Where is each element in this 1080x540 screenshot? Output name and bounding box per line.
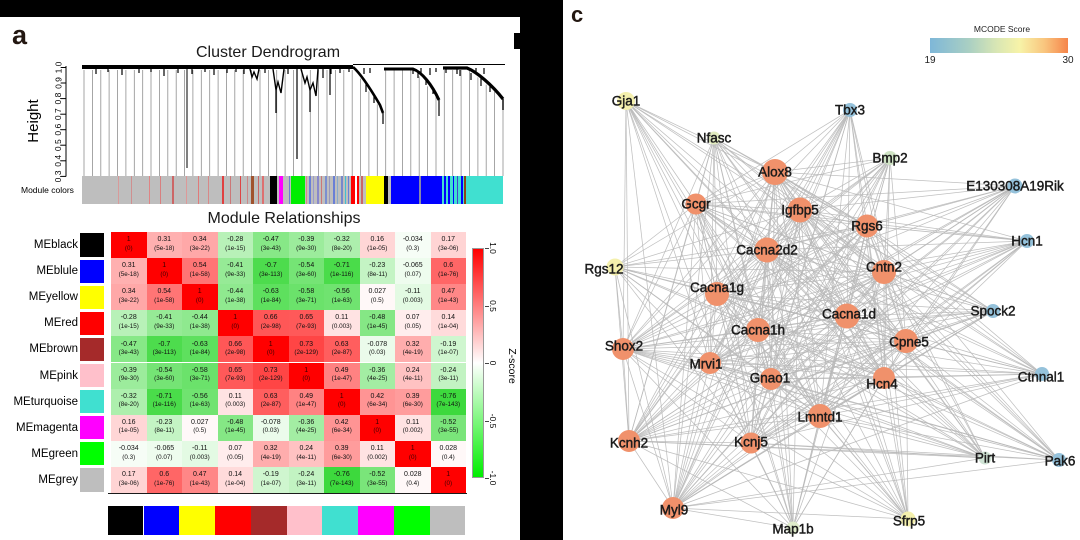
svg-text:Gcgr: Gcgr [681,197,711,212]
svg-text:Spock2: Spock2 [970,304,1015,319]
svg-text:0.4: 0.4 [53,155,63,167]
svg-text:0.8: 0.8 [53,92,63,104]
svg-text:Cacna1d: Cacna1d [822,307,876,322]
svg-text:Nfasc: Nfasc [697,131,732,146]
svg-text:Cacna1h: Cacna1h [731,323,785,338]
svg-text:Rgs6: Rgs6 [851,219,883,234]
svg-text:Shox2: Shox2 [605,339,643,354]
svg-text:Lmntd1: Lmntd1 [797,410,842,425]
svg-text:Map1b: Map1b [772,522,813,537]
svg-text:0.6: 0.6 [53,124,63,136]
svg-text:Myl9: Myl9 [660,503,689,518]
svg-text:Hcn4: Hcn4 [866,377,898,392]
svg-text:0.9: 0.9 [53,77,63,89]
svg-text:Hcn1: Hcn1 [1011,234,1043,249]
svg-text:Sfrp5: Sfrp5 [893,514,925,529]
svg-text:0.7: 0.7 [53,108,63,120]
svg-text:Pak6: Pak6 [1045,454,1076,469]
svg-text:0.5: 0.5 [53,139,63,151]
svg-text:Rgs12: Rgs12 [584,262,623,277]
svg-text:Pirt: Pirt [975,451,995,466]
svg-text:Cacna1g: Cacna1g [690,280,744,295]
svg-text:E130308A19Rik: E130308A19Rik [966,179,1064,194]
svg-text:Igfbp5: Igfbp5 [781,203,819,218]
svg-text:Ctnnal1: Ctnnal1 [1018,370,1065,385]
svg-text:Gnao1: Gnao1 [750,371,791,386]
svg-text:Bmp2: Bmp2 [872,151,907,166]
svg-text:Alox8: Alox8 [758,165,792,180]
svg-text:Height: Height [25,98,42,142]
svg-text:Cpne5: Cpne5 [889,335,929,350]
svg-text:Cacna2d2: Cacna2d2 [736,243,798,258]
svg-text:Cntn2: Cntn2 [866,260,902,275]
svg-text:Mrvi1: Mrvi1 [690,357,723,372]
svg-text:Kcnh2: Kcnh2 [610,436,648,451]
svg-text:Gja1: Gja1 [612,94,641,109]
svg-text:1.0: 1.0 [53,61,63,73]
svg-text:0.3: 0.3 [53,170,63,182]
svg-text:Kcnj5: Kcnj5 [734,435,768,450]
svg-text:Tbx3: Tbx3 [835,103,865,118]
